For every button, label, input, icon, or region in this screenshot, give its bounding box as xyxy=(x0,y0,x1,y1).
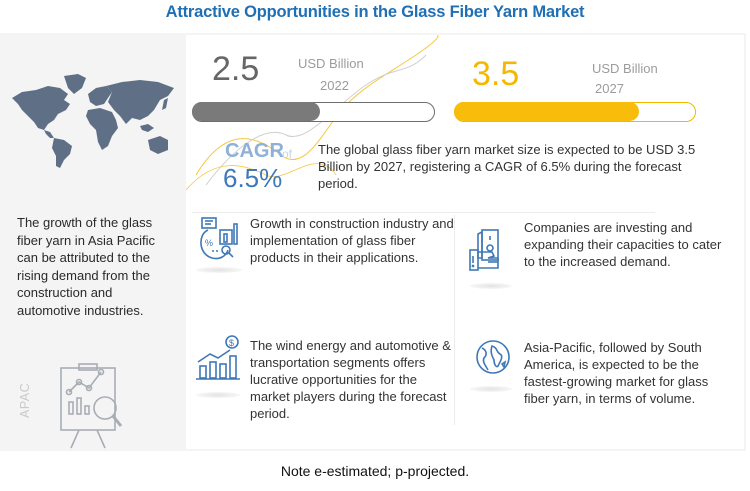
presentation-analysis-icon xyxy=(60,363,123,449)
unit-2022: USD Billion xyxy=(298,56,364,71)
cagr-of-label: of xyxy=(282,147,293,161)
svg-text:$: $ xyxy=(229,338,234,348)
market-summary: The global glass fiber yarn market size … xyxy=(318,142,696,191)
unit-2027: USD Billion xyxy=(592,61,658,76)
region-label: APAC xyxy=(18,382,32,418)
svg-text:%: % xyxy=(205,238,213,248)
progress-fill-2027 xyxy=(454,102,639,121)
growth-chart-dollar-icon: $ xyxy=(196,335,240,380)
page-title: Attractive Opportunities in the Glass Fi… xyxy=(165,3,585,21)
apac-description: The growth of the glass fiber yarn in As… xyxy=(17,215,156,318)
cagr-value: 6.5% xyxy=(223,163,283,193)
year-2022: 2022 xyxy=(320,78,349,93)
market-value-2027: 3.5 xyxy=(472,55,520,93)
globe-icon xyxy=(476,340,510,374)
highlight-text-3: The wind energy and automotive & transpo… xyxy=(250,338,451,421)
analytics-report-icon: % xyxy=(200,217,238,260)
world-map-icon xyxy=(12,74,174,168)
footnote: Note e-estimated; p-projected. xyxy=(280,463,470,479)
progress-bar-2022 xyxy=(192,102,435,122)
highlight-text-1: Growth in construction industry and impl… xyxy=(250,216,454,265)
icon-shadow xyxy=(196,267,242,273)
divider-vertical xyxy=(454,215,455,425)
highlight-text-2: Companies are investing and expanding th… xyxy=(524,220,722,269)
icon-shadow xyxy=(196,392,240,398)
progress-bar-2027 xyxy=(454,102,696,122)
market-value-2022: 2.5 xyxy=(212,50,260,88)
divider-horizontal xyxy=(192,212,655,213)
icon-shadow xyxy=(470,283,512,289)
progress-fill-2022 xyxy=(192,102,320,121)
year-2027: 2027 xyxy=(595,81,624,96)
highlight-text-4: Asia-Pacific, followed by South America,… xyxy=(524,340,709,406)
icon-shadow xyxy=(470,386,512,392)
cagr-label: CAGR xyxy=(225,140,284,162)
money-in-hand-icon xyxy=(469,229,499,271)
